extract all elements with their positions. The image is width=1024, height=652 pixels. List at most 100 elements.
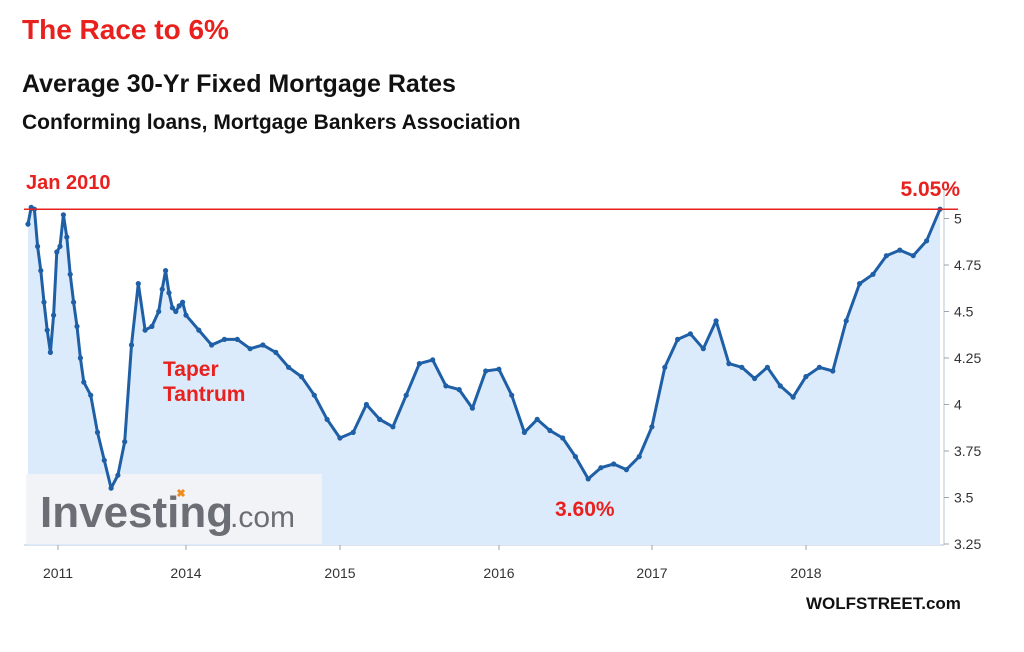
data-point-2017-03 [687, 331, 694, 337]
y-tick-label-3.75: 3.75 [954, 443, 981, 459]
data-point-2015-10 [469, 405, 475, 411]
data-point-2010-07 [44, 327, 50, 333]
data-point-2010-01 [25, 221, 31, 227]
data-point-2013-06 [163, 268, 169, 274]
data-point-2014-05 [247, 346, 253, 352]
data-point-2016-06 [572, 454, 579, 460]
data-point-2017-01 [662, 364, 668, 370]
data-point-2011-06 [81, 379, 87, 385]
annotation-3-60: 3.60% [555, 498, 615, 521]
y-tick-label-3.25: 3.25 [954, 536, 981, 552]
data-point-2014-02 [209, 342, 215, 348]
data-point-2015-04 [390, 424, 396, 430]
data-point-2010-08 [47, 349, 54, 355]
x-tick-label-2015: 2015 [324, 565, 355, 581]
data-point-2017-05 [713, 318, 719, 324]
data-point-2017-08 [752, 375, 758, 382]
data-point-2015-11 [483, 368, 489, 374]
data-point-2016-02 [521, 429, 528, 435]
data-point-2011-10 [94, 429, 101, 435]
x-tick-label-2011: 2011 [43, 565, 73, 581]
watermark-suffix: .com [230, 501, 295, 534]
data-point-2011-03 [71, 299, 77, 305]
data-point-2010-05 [38, 268, 44, 274]
data-point-2015-05 [403, 392, 409, 398]
data-point-2017-07 [739, 364, 745, 370]
data-point-2016-03 [534, 416, 540, 422]
data-point-2012-08 [128, 342, 135, 348]
annotation-taper: Taper [163, 358, 219, 381]
data-point-2014-07 [273, 349, 279, 355]
chart-title: Average 30-Yr Fixed Mortgage Rates [22, 70, 456, 98]
data-point-2014-01 [196, 327, 202, 333]
data-point-2015-09 [456, 387, 462, 393]
data-point-2016-05 [560, 435, 566, 441]
data-point-2016-08 [598, 465, 604, 471]
y-tick-label-4: 4 [954, 397, 962, 413]
data-point-2018-09 [924, 238, 930, 244]
data-point-2014-12 [337, 435, 343, 441]
data-point-2014-03 [221, 336, 227, 342]
data-point-2017-06 [726, 361, 732, 367]
data-point-2011-01 [64, 234, 70, 240]
data-point-2018-03 [843, 318, 849, 324]
data-point-2015-03 [377, 416, 383, 422]
data-point-2011-05 [77, 355, 83, 361]
x-tick-label-2017: 2017 [636, 565, 667, 581]
data-point-2012-04 [115, 472, 121, 478]
data-point-2014-09 [298, 374, 304, 380]
watermark-brand: Investing [40, 488, 233, 537]
data-point-2010-04 [35, 243, 41, 249]
data-point-2013-05 [159, 286, 165, 292]
data-point-2011-02 [67, 271, 73, 277]
data-point-2018-02 [830, 368, 836, 374]
data-point-2015-07 [430, 357, 436, 363]
data-point-2010-12 [60, 212, 66, 218]
data-point-2011-04 [74, 323, 80, 329]
y-tick-label-4.5: 4.5 [954, 304, 974, 320]
data-point-2017-10 [777, 383, 783, 389]
data-point-2013-11 [180, 299, 186, 305]
y-tick-label-4.25: 4.25 [954, 350, 981, 366]
data-point-2018-07 [897, 247, 903, 253]
data-point-2013-04 [156, 308, 162, 315]
data-point-2018-01 [816, 364, 823, 370]
data-point-2016-11 [636, 454, 642, 460]
data-point-2017-12 [803, 374, 809, 380]
data-point-2015-02 [363, 401, 369, 408]
data-point-2012-02 [108, 485, 114, 491]
data-point-2015-08 [443, 383, 449, 389]
data-point-2013-08 [169, 305, 175, 311]
x-tick-label-2014: 2014 [170, 565, 201, 581]
data-point-2015-12 [496, 366, 502, 372]
data-point-2018-04 [857, 281, 863, 287]
data-point-2017-11 [790, 394, 796, 400]
data-point-2016-09 [611, 461, 617, 467]
y-tick-label-3.5: 3.5 [954, 490, 974, 506]
data-point-2016-10 [623, 467, 630, 473]
chart-subtitle: Conforming loans, Mortgage Bankers Assoc… [22, 111, 521, 134]
data-point-2014-06 [260, 342, 266, 348]
data-point-2012-10 [135, 281, 141, 287]
y-tick-label-4.75: 4.75 [954, 257, 981, 273]
data-point-2018-06 [883, 253, 890, 259]
data-point-2015-06 [416, 361, 422, 367]
headline: The Race to 6% [22, 14, 229, 45]
data-point-2011-12 [101, 457, 107, 463]
data-point-2013-09 [173, 308, 179, 315]
data-point-2014-04 [234, 336, 240, 342]
data-point-2014-08 [286, 364, 292, 370]
watermark-box [26, 474, 322, 544]
y-tick-label-5: 5 [954, 211, 962, 227]
data-point-2010-10 [54, 249, 60, 255]
data-point-2012-06 [122, 439, 128, 445]
data-point-2017-04 [700, 346, 706, 352]
data-point-2016-07 [585, 476, 591, 482]
x-tick-label-2018: 2018 [790, 565, 821, 581]
annotation-tantrum: Tantrum [163, 383, 245, 406]
data-point-2011-08 [88, 392, 94, 398]
watermark-spark-icon [176, 488, 186, 498]
reference-line-label: 5.05% [900, 178, 960, 201]
x-tick-label-2016: 2016 [483, 565, 514, 581]
